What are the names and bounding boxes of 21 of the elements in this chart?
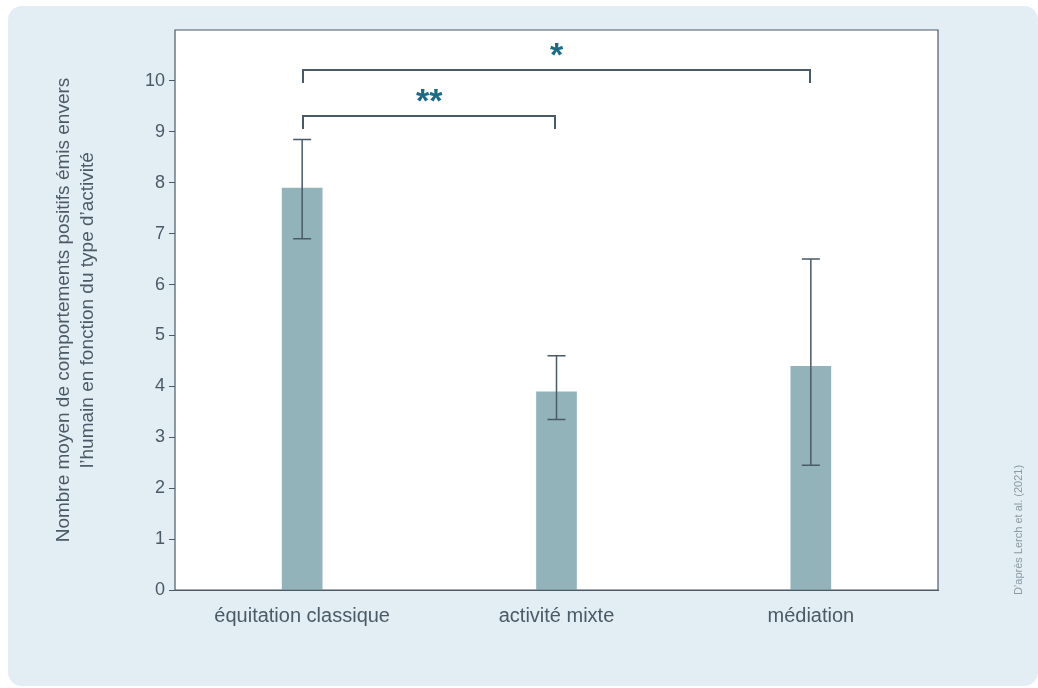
x-tick-label: médiation <box>767 603 855 626</box>
annotation: * <box>549 35 564 73</box>
bar <box>536 391 577 590</box>
bar <box>790 366 832 590</box>
y-tick-label: 6 <box>154 273 165 294</box>
y-tick-label: 5 <box>154 324 165 345</box>
x-tick-label: activité mixte <box>498 603 615 626</box>
y-tick-label: 4 <box>154 375 165 396</box>
y-tick-label: 9 <box>154 120 165 141</box>
y-tick-label: 7 <box>154 222 165 243</box>
y-tick-label: 2 <box>154 477 165 498</box>
x-tick-label: équitation classique <box>214 603 391 626</box>
y-axis-title: Nombre moyen de comportements positifs émis envers l’humain en fonction du type d’activité <box>51 76 98 545</box>
y-tick-label: 3 <box>154 426 165 447</box>
bar <box>281 187 323 590</box>
y-tick-label: 0 <box>154 578 165 599</box>
text: D’après Lerch et al. (2021) <box>1012 464 1024 596</box>
y-tick-label: 8 <box>154 171 165 192</box>
y-tick-label: 10 <box>144 69 165 90</box>
y-tick-label: 1 <box>154 528 165 549</box>
annotation: ** <box>416 81 443 119</box>
